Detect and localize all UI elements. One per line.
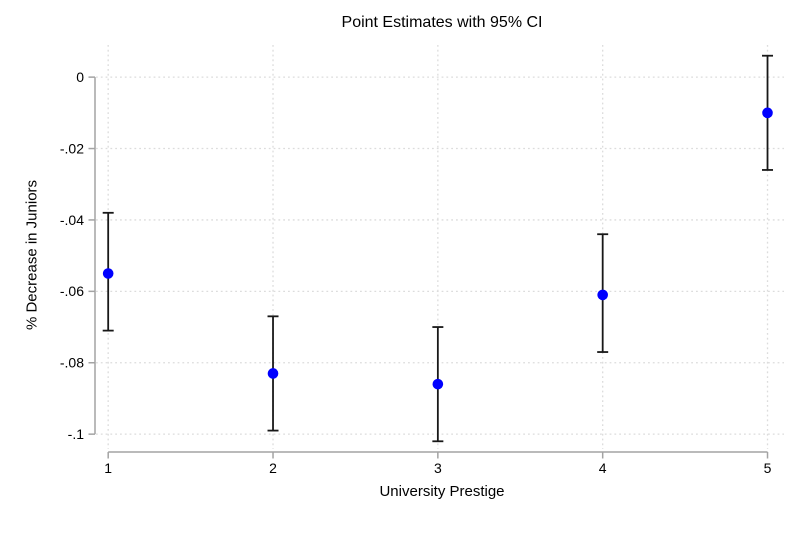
x-tick-label: 1	[104, 460, 112, 476]
y-tick-label: -.04	[60, 212, 84, 228]
y-tick-label: -.08	[60, 355, 84, 371]
x-tick-label: 2	[269, 460, 277, 476]
x-tick-label: 5	[764, 460, 772, 476]
x-tick-label: 3	[434, 460, 442, 476]
x-tick-label: 4	[599, 460, 607, 476]
y-axis-title: % Decrease in Juniors	[23, 179, 41, 331]
x-axis-title: University Prestige	[379, 483, 505, 500]
data-point-marker	[762, 107, 773, 119]
data-point-marker	[432, 378, 444, 390]
data-point-marker	[597, 289, 608, 301]
chart-title: Point Estimates with 95% CI	[341, 14, 543, 31]
data-point-marker	[102, 268, 114, 279]
y-tick-label: -.02	[60, 140, 84, 156]
y-tick-label: -.06	[60, 283, 84, 299]
y-tick-label: 0	[76, 69, 84, 85]
data-point-marker	[267, 368, 279, 379]
y-tick-label: -.1	[68, 426, 85, 442]
